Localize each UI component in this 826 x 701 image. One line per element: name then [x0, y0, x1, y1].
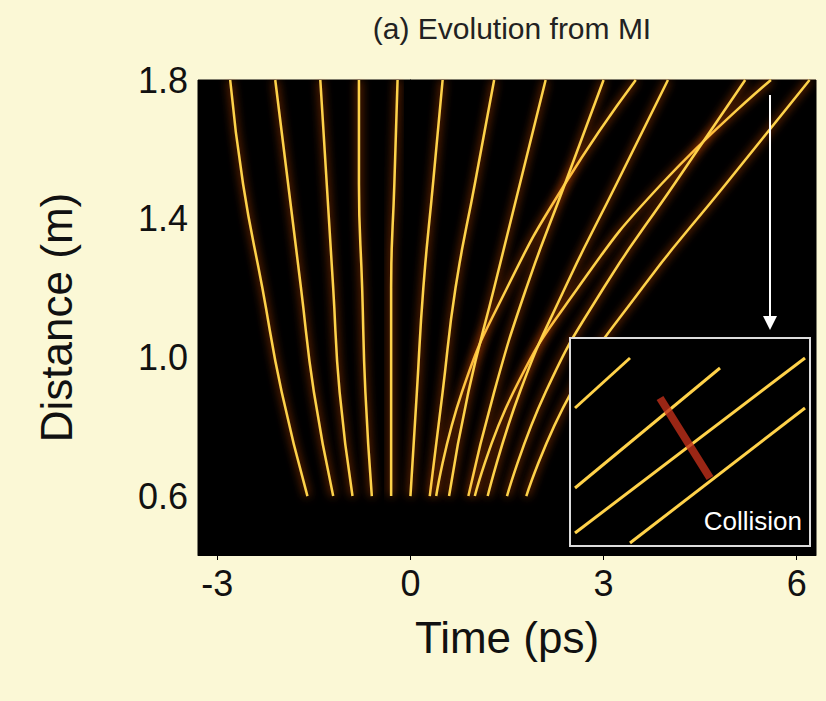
svg-text:Time (ps): Time (ps): [415, 613, 599, 662]
svg-text:3: 3: [594, 563, 614, 604]
svg-text:0.6: 0.6: [138, 476, 188, 517]
svg-text:1.0: 1.0: [138, 337, 188, 378]
svg-text:(a) Evolution from MI: (a) Evolution from MI: [373, 12, 651, 45]
svg-text:6: 6: [787, 563, 807, 604]
svg-text:1.8: 1.8: [138, 60, 188, 101]
svg-text:-3: -3: [201, 563, 233, 604]
svg-text:0: 0: [400, 563, 420, 604]
svg-text:Collision: Collision: [704, 506, 802, 536]
svg-text:Distance (m): Distance (m): [32, 193, 81, 442]
svg-text:1.4: 1.4: [138, 198, 188, 239]
